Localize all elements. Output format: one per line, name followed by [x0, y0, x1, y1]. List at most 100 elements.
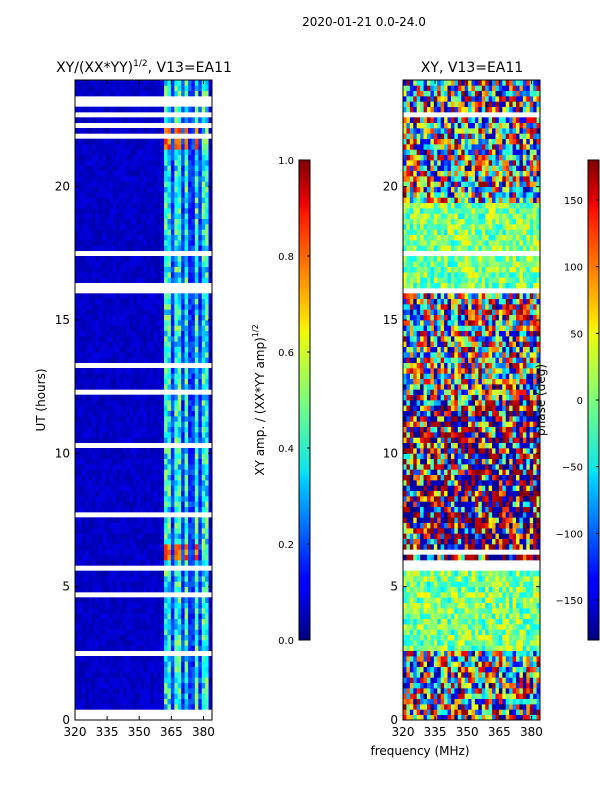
- heatmap-cell: [416, 661, 421, 668]
- heatmap-cell: [201, 240, 206, 246]
- heatmap-cell: [129, 176, 134, 182]
- heatmap-cell: [98, 272, 103, 278]
- heatmap-cell: [198, 170, 203, 177]
- heatmap-cell: [126, 624, 131, 630]
- heatmap-cell: [194, 608, 199, 614]
- heatmap-cell: [105, 522, 110, 529]
- heatmap-cell: [112, 704, 117, 710]
- heatmap-cell: [140, 256, 144, 262]
- heatmap-cell: [498, 693, 503, 700]
- heatmap-cell: [205, 613, 209, 620]
- heatmap-cell: [188, 496, 192, 502]
- heatmap-cell: [437, 693, 442, 700]
- heatmap-cell: [406, 688, 411, 694]
- heatmap-cell: [75, 138, 79, 145]
- heatmap-cell: [105, 672, 110, 678]
- heatmap-cell: [143, 346, 148, 353]
- heatmap-cell: [529, 629, 534, 636]
- heatmap-cell: [143, 202, 148, 209]
- heatmap-cell: [102, 106, 107, 113]
- heatmap-cell: [208, 533, 213, 540]
- heatmap-cell: [126, 602, 131, 609]
- heatmap-cell: [471, 709, 476, 716]
- heatmap-cell: [464, 709, 469, 716]
- heatmap-cell: [102, 384, 107, 390]
- heatmap-cell: [485, 682, 489, 689]
- heatmap-cell: [126, 90, 131, 97]
- heatmap-cell: [198, 341, 203, 348]
- heatmap-cell: [423, 688, 428, 694]
- heatmap-cell: [133, 698, 137, 705]
- heatmap-cell: [88, 554, 93, 561]
- heatmap-cell: [160, 293, 165, 300]
- heatmap-cell: [505, 613, 510, 620]
- heatmap-cell: [81, 677, 86, 684]
- heatmap-cell: [170, 704, 175, 710]
- heatmap-cell: [170, 405, 175, 412]
- heatmap-cell: [146, 618, 151, 625]
- heatmap-cell: [188, 528, 192, 534]
- heatmap-cell: [85, 90, 90, 97]
- heatmap-cell: [474, 661, 479, 668]
- heatmap-cell: [485, 709, 489, 716]
- heatmap-cell: [153, 533, 158, 540]
- heatmap-cell: [177, 149, 182, 156]
- heatmap-cell: [81, 298, 86, 305]
- heatmap-cell: [116, 277, 120, 284]
- heatmap-cell: [116, 293, 120, 300]
- heatmap-cell: [522, 709, 527, 716]
- heatmap-cell: [78, 176, 83, 182]
- heatmap-cell: [92, 469, 96, 476]
- heatmap-cell: [170, 490, 175, 497]
- heatmap-cell: [519, 666, 524, 673]
- heatmap-cell: [512, 693, 517, 700]
- heatmap-cell: [85, 704, 90, 710]
- heatmap-cell: [181, 602, 185, 609]
- heatmap-cell: [81, 666, 86, 673]
- heatmap-cell: [95, 485, 100, 492]
- heatmap-cell: [478, 656, 483, 662]
- heatmap-cell: [194, 432, 199, 438]
- heatmap-cell: [181, 320, 185, 326]
- heatmap-cell: [409, 613, 414, 620]
- heatmap-cell: [198, 698, 203, 705]
- heatmap-cell: [129, 378, 134, 385]
- heatmap-cell: [188, 672, 192, 678]
- heatmap-cell: [522, 698, 527, 705]
- heatmap-cell: [146, 410, 151, 417]
- heatmap-cell: [208, 597, 213, 604]
- heatmap-cell: [136, 378, 141, 385]
- heatmap-cell: [92, 314, 96, 321]
- heatmap-cell: [133, 346, 137, 353]
- heatmap-cell: [174, 640, 179, 646]
- heatmap-cell: [201, 384, 206, 390]
- heatmap-cell: [512, 682, 517, 689]
- heatmap-cell: [146, 544, 151, 550]
- heatmap-cell: [440, 693, 445, 700]
- heatmap-cell: [143, 538, 148, 545]
- heatmap-cell: [188, 688, 192, 694]
- heatmap-cell: [170, 602, 175, 609]
- heatmap-cell: [150, 149, 155, 156]
- heatmap-cell: [505, 672, 510, 678]
- heatmap-cell: [105, 154, 110, 161]
- heatmap-cell: [164, 629, 168, 636]
- heatmap-cell: [119, 400, 124, 406]
- heatmap-cell: [201, 501, 206, 508]
- heatmap-cell: [188, 106, 192, 113]
- heatmap-cell: [505, 650, 510, 657]
- heatmap-cell: [88, 704, 93, 710]
- heatmap-cell: [98, 202, 103, 209]
- heatmap-cell: [75, 234, 79, 241]
- heatmap-cell: [92, 202, 96, 209]
- heatmap-cell: [170, 85, 175, 92]
- heatmap-cell: [75, 309, 79, 316]
- heatmap-cell: [208, 90, 213, 97]
- heatmap-cell: [81, 538, 86, 545]
- heatmap-cell: [112, 629, 117, 636]
- heatmap-cell: [160, 186, 165, 193]
- heatmap-cell: [112, 197, 117, 204]
- heatmap-cell: [102, 480, 107, 486]
- heatmap-cell: [98, 336, 103, 342]
- heatmap-cell: [201, 437, 206, 444]
